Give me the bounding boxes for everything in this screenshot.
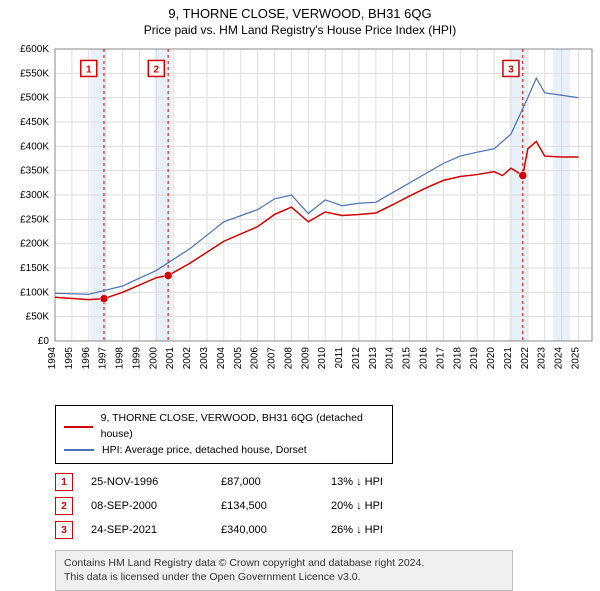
svg-text:£200K: £200K xyxy=(20,239,49,250)
footer-line: This data is licensed under the Open Gov… xyxy=(64,570,504,584)
svg-text:2011: 2011 xyxy=(334,347,345,369)
svg-text:2006: 2006 xyxy=(250,347,261,370)
svg-text:1998: 1998 xyxy=(115,347,126,370)
marker-row: 1 25-NOV-1996£87,00013% ↓ HPI xyxy=(55,470,588,494)
legend-swatch xyxy=(64,426,93,428)
footer-line: Contains HM Land Registry data © Crown c… xyxy=(64,556,504,570)
svg-text:2003: 2003 xyxy=(199,347,210,370)
marker-row: 3 24-SEP-2021£340,00026% ↓ HPI xyxy=(55,518,588,542)
svg-text:£450K: £450K xyxy=(20,117,49,128)
legend-label: 9, THORNE CLOSE, VERWOOD, BH31 6QG (deta… xyxy=(101,411,384,443)
marker-badge: 1 xyxy=(55,473,73,491)
marker-date: 08-SEP-2000 xyxy=(91,500,221,512)
svg-text:2023: 2023 xyxy=(537,347,548,370)
svg-text:2009: 2009 xyxy=(300,347,311,370)
svg-text:2007: 2007 xyxy=(267,347,278,370)
svg-text:2017: 2017 xyxy=(435,347,446,370)
marker-date: 25-NOV-1996 xyxy=(91,476,221,488)
marker-diff: 20% ↓ HPI xyxy=(331,500,441,512)
legend-swatch xyxy=(64,449,94,451)
svg-text:£500K: £500K xyxy=(20,93,49,104)
svg-text:2013: 2013 xyxy=(368,347,379,370)
svg-text:£300K: £300K xyxy=(20,190,49,201)
legend-label: HPI: Average price, detached house, Dors… xyxy=(102,443,307,459)
svg-text:1996: 1996 xyxy=(81,347,92,370)
svg-text:2012: 2012 xyxy=(351,347,362,370)
svg-text:1: 1 xyxy=(86,64,92,75)
svg-text:2020: 2020 xyxy=(486,347,497,370)
marker-row: 2 08-SEP-2000£134,50020% ↓ HPI xyxy=(55,494,588,518)
svg-text:2016: 2016 xyxy=(419,347,430,370)
marker-price: £87,000 xyxy=(221,476,331,488)
svg-text:£400K: £400K xyxy=(20,141,49,152)
chart-container: 9, THORNE CLOSE, VERWOOD, BH31 6QG Price… xyxy=(0,0,600,591)
svg-text:£550K: £550K xyxy=(20,68,49,79)
svg-text:1999: 1999 xyxy=(131,347,142,370)
chart-title: 9, THORNE CLOSE, VERWOOD, BH31 6QG xyxy=(0,0,600,21)
svg-text:1994: 1994 xyxy=(47,347,58,370)
chart-subtitle: Price paid vs. HM Land Registry's House … xyxy=(0,21,600,41)
marker-diff: 26% ↓ HPI xyxy=(331,524,441,536)
marker-badge: 3 xyxy=(55,521,73,539)
svg-text:2001: 2001 xyxy=(165,347,176,370)
legend-row: HPI: Average price, detached house, Dors… xyxy=(64,443,384,459)
svg-text:£150K: £150K xyxy=(20,263,49,274)
svg-text:2014: 2014 xyxy=(385,347,396,370)
svg-text:2021: 2021 xyxy=(503,347,514,370)
marker-badge: 2 xyxy=(55,497,73,515)
svg-text:£0: £0 xyxy=(38,336,50,347)
svg-text:2022: 2022 xyxy=(520,347,531,370)
marker-table: 1 25-NOV-1996£87,00013% ↓ HPI 2 08-SEP-2000… xyxy=(55,470,588,542)
svg-text:2005: 2005 xyxy=(233,347,244,370)
svg-text:£600K: £600K xyxy=(20,44,49,55)
marker-price: £134,500 xyxy=(221,500,331,512)
svg-text:£250K: £250K xyxy=(20,214,49,225)
chart-plot-area: £0 £50K £100K £150K £200K £250K £300K £350K £400… xyxy=(0,41,600,401)
svg-text:2025: 2025 xyxy=(570,347,581,370)
svg-text:1997: 1997 xyxy=(98,347,109,370)
svg-text:2010: 2010 xyxy=(317,347,328,370)
legend-row: 9, THORNE CLOSE, VERWOOD, BH31 6QG (deta… xyxy=(64,411,384,443)
svg-text:2015: 2015 xyxy=(402,347,413,370)
svg-text:2004: 2004 xyxy=(216,347,227,370)
svg-text:2008: 2008 xyxy=(283,347,294,370)
marker-price: £340,000 xyxy=(221,524,331,536)
footer-attribution: Contains HM Land Registry data © Crown c… xyxy=(55,550,513,590)
chart-svg: £0 £50K £100K £150K £200K £250K £300K £350K £400… xyxy=(0,41,600,401)
svg-text:1995: 1995 xyxy=(64,347,75,370)
marker-diff: 13% ↓ HPI xyxy=(331,476,441,488)
svg-text:£100K: £100K xyxy=(20,287,49,298)
svg-text:2018: 2018 xyxy=(452,347,463,370)
svg-text:2019: 2019 xyxy=(469,347,480,370)
svg-text:3: 3 xyxy=(508,64,514,75)
marker-date: 24-SEP-2021 xyxy=(91,524,221,536)
svg-text:£350K: £350K xyxy=(20,166,49,177)
legend: 9, THORNE CLOSE, VERWOOD, BH31 6QG (deta… xyxy=(55,405,393,464)
svg-text:2000: 2000 xyxy=(148,347,159,370)
svg-text:2024: 2024 xyxy=(554,347,565,370)
svg-text:2002: 2002 xyxy=(182,347,193,370)
svg-text:2: 2 xyxy=(154,64,160,75)
svg-text:£50K: £50K xyxy=(26,312,50,323)
